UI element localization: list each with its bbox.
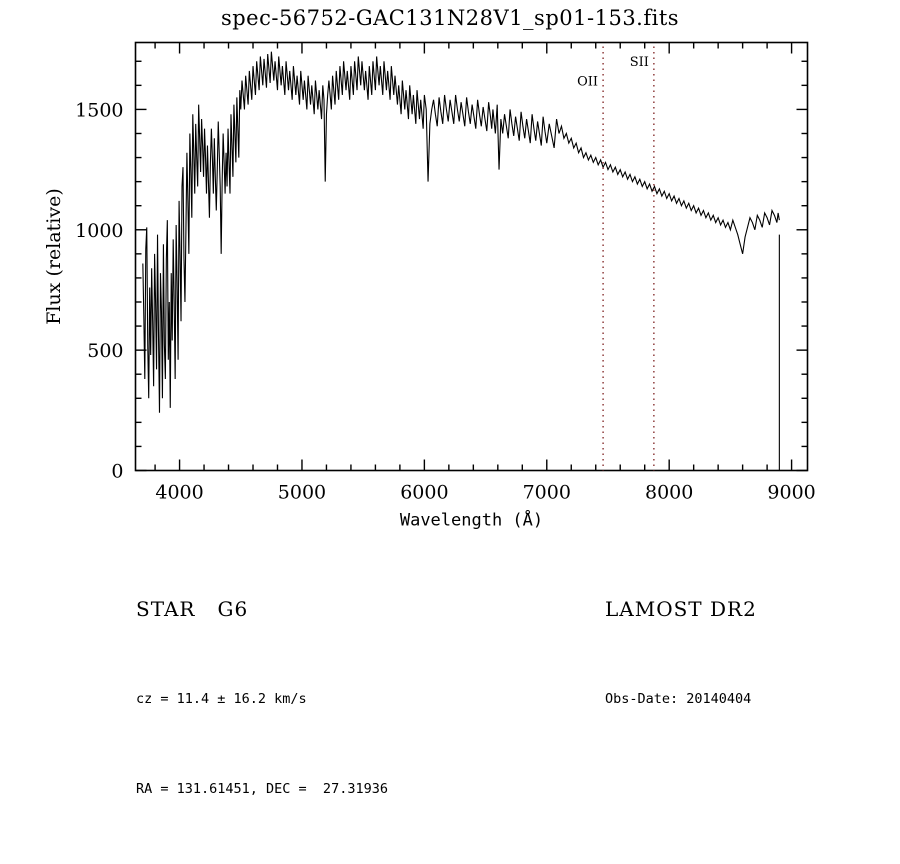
spectrum-plot: 4000 5000 6000 7000 8000 9000 0 500 1000 1500 Wave… bbox=[43, 41, 816, 531]
x-tick-label: 5000 bbox=[278, 482, 326, 504]
spectral-type-label: G6 bbox=[217, 597, 249, 621]
x-tick-label: 7000 bbox=[523, 482, 571, 504]
coordinates-line: RA = 131.61451, DEC = 27.31936 bbox=[136, 781, 388, 797]
x-tick-label: 4000 bbox=[155, 482, 203, 504]
x-tick-label: 6000 bbox=[400, 482, 448, 504]
survey-info-block: LAMOST DR2 Obs-Date: 20140404 bbox=[605, 534, 757, 774]
survey-label: LAMOST DR2 bbox=[605, 597, 757, 621]
y-tick-label: 1500 bbox=[75, 99, 123, 121]
y-tick-label: 0 bbox=[111, 461, 123, 483]
x-tick-label: 9000 bbox=[767, 482, 815, 504]
y-axis-label: Flux (relative) bbox=[43, 188, 65, 325]
y-tick-label: 500 bbox=[87, 340, 123, 362]
x-tick-label: 8000 bbox=[645, 482, 693, 504]
y-axis-tick-labels: 0 500 1000 1500 bbox=[75, 99, 123, 482]
plot-frame bbox=[134, 41, 809, 472]
spectrum-trace bbox=[142, 51, 780, 413]
line-annotations: OII SII bbox=[577, 46, 655, 471]
page-title: spec-56752-GAC131N28V1_sp01-153.fits bbox=[220, 6, 680, 30]
annotation-label-sii: SII bbox=[630, 55, 649, 70]
redshift-line: cz = 11.4 ± 16.2 km/s bbox=[136, 691, 307, 707]
x-axis-tick-labels: 4000 5000 6000 7000 8000 9000 bbox=[155, 482, 815, 504]
obs-date-line: Obs-Date: 20140404 bbox=[605, 691, 752, 707]
x-axis-label: Wavelength (Å) bbox=[400, 509, 543, 531]
y-tick-label: 1000 bbox=[75, 220, 123, 242]
annotation-label-oii: OII bbox=[577, 74, 598, 89]
spectrum-figure-page: spec-56752-GAC131N28V1_sp01-153.fits 400… bbox=[43, 6, 816, 797]
object-class-line: STAR G6 bbox=[136, 594, 388, 624]
object-class-label: STAR bbox=[136, 597, 196, 621]
y-axis-ticks bbox=[135, 60, 808, 472]
x-axis-ticks bbox=[154, 42, 793, 471]
object-info-block: STAR G6 cz = 11.4 ± 16.2 km/s RA = 131.6… bbox=[136, 534, 388, 864]
